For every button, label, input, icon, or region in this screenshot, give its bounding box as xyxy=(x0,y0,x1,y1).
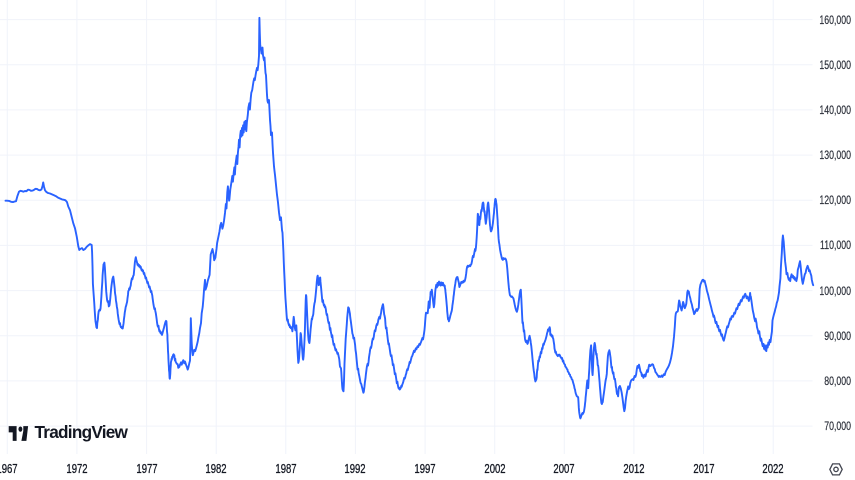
svg-text:TradingView: TradingView xyxy=(35,423,129,442)
